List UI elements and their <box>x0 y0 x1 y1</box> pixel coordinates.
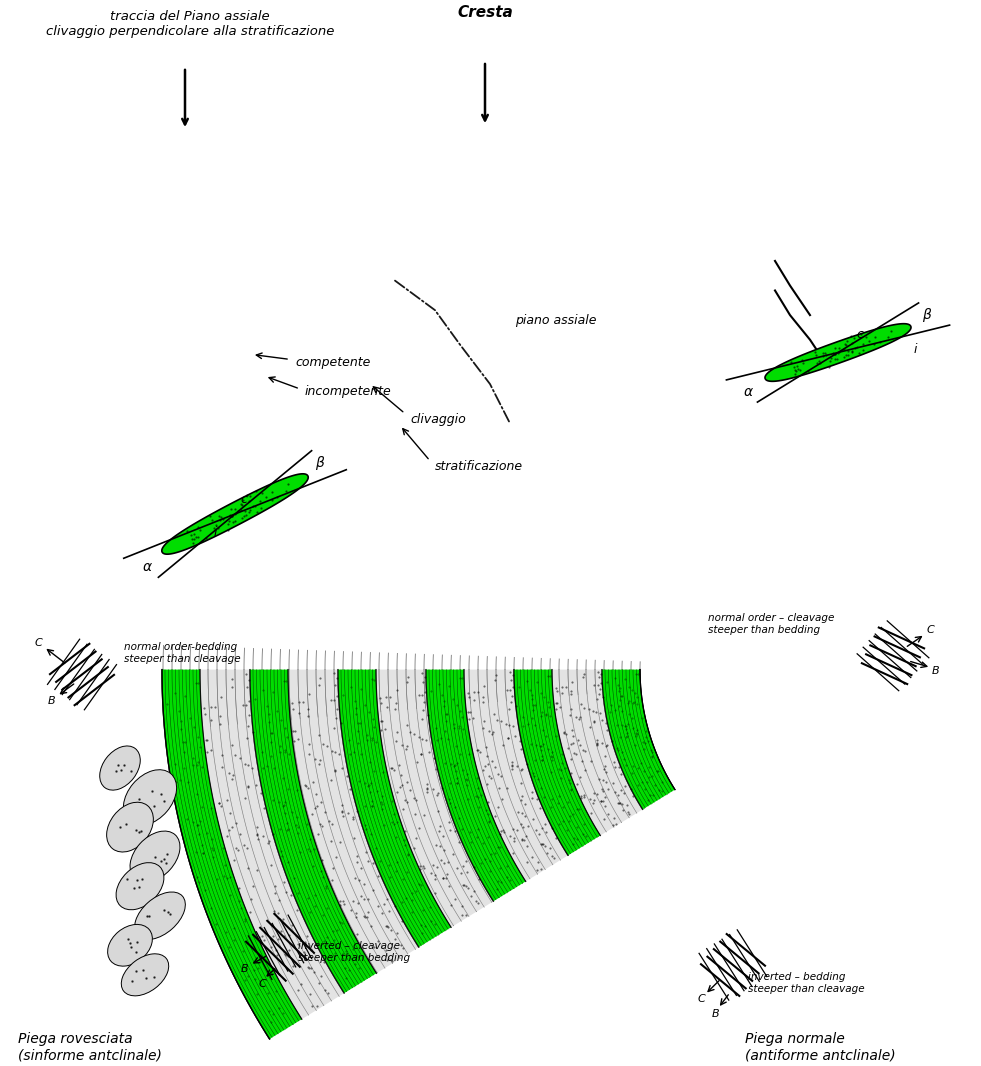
Text: traccia del Piano assiale
clivaggio perpendicolare alla stratificazione: traccia del Piano assiale clivaggio perp… <box>46 10 335 38</box>
Text: normal order-bedding
steeper than cleavage: normal order-bedding steeper than cleava… <box>124 642 240 664</box>
Polygon shape <box>376 669 493 927</box>
Text: C: C <box>926 625 934 635</box>
Ellipse shape <box>116 862 164 909</box>
Text: B: B <box>48 696 56 706</box>
Text: inverted – bedding
steeper than cleavage: inverted – bedding steeper than cleavage <box>748 972 864 994</box>
Text: clivaggio: clivaggio <box>410 413 466 426</box>
Text: inverted – cleavage
steeper than bedding: inverted – cleavage steeper than bedding <box>298 941 410 963</box>
Ellipse shape <box>107 803 153 852</box>
Text: Cresta: Cresta <box>457 5 513 20</box>
Ellipse shape <box>134 892 185 939</box>
Polygon shape <box>602 669 675 809</box>
Polygon shape <box>162 473 308 554</box>
Text: B: B <box>712 1010 720 1019</box>
Text: i: i <box>213 526 217 538</box>
Text: c: c <box>856 328 863 341</box>
Ellipse shape <box>100 746 140 790</box>
Polygon shape <box>288 669 419 973</box>
Ellipse shape <box>122 954 169 996</box>
Polygon shape <box>552 669 643 836</box>
Text: C: C <box>258 979 266 988</box>
Polygon shape <box>514 669 600 855</box>
Polygon shape <box>162 669 302 1039</box>
Text: Piega rovesciata
(sinforme antclinale): Piega rovesciata (sinforme antclinale) <box>18 1032 162 1062</box>
Polygon shape <box>426 669 526 901</box>
Polygon shape <box>765 324 911 382</box>
Text: Piega normale
(antiforme antclinale): Piega normale (antiforme antclinale) <box>745 1032 896 1062</box>
Text: i: i <box>914 343 917 356</box>
Polygon shape <box>200 669 344 1019</box>
Text: $\beta$: $\beta$ <box>921 306 932 324</box>
Text: c: c <box>240 492 247 505</box>
Text: $\beta$: $\beta$ <box>315 454 325 471</box>
Ellipse shape <box>108 924 152 966</box>
Polygon shape <box>464 669 568 882</box>
Ellipse shape <box>124 770 177 825</box>
Polygon shape <box>338 669 451 948</box>
Text: $\alpha$: $\alpha$ <box>744 385 754 399</box>
Polygon shape <box>162 669 675 1039</box>
Text: C: C <box>697 995 705 1004</box>
Text: normal order – cleavage
steeper than bedding: normal order – cleavage steeper than bed… <box>708 613 835 635</box>
Text: C: C <box>34 637 42 648</box>
Text: B: B <box>241 964 249 974</box>
Ellipse shape <box>130 831 180 883</box>
Text: piano assiale: piano assiale <box>515 313 596 326</box>
Polygon shape <box>250 669 377 994</box>
Text: incompetente: incompetente <box>305 386 391 399</box>
Text: stratificazione: stratificazione <box>435 461 523 473</box>
Text: B: B <box>932 665 940 676</box>
Text: $\alpha$: $\alpha$ <box>142 561 153 575</box>
Text: competente: competente <box>295 356 371 369</box>
